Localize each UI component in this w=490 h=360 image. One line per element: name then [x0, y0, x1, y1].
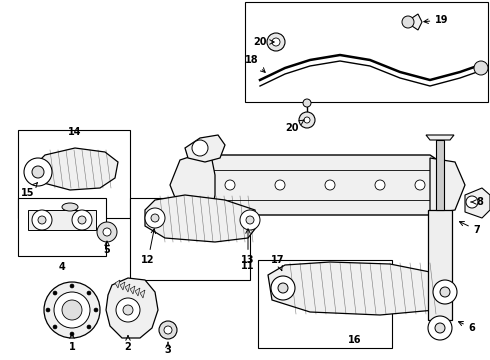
Text: 18: 18 — [245, 55, 265, 72]
Circle shape — [303, 99, 311, 107]
Circle shape — [267, 33, 285, 51]
Circle shape — [53, 291, 57, 295]
Bar — [130, 198, 250, 280]
Circle shape — [78, 216, 86, 224]
Circle shape — [32, 210, 52, 230]
Bar — [18, 130, 130, 218]
Circle shape — [240, 210, 260, 230]
Circle shape — [38, 216, 46, 224]
Circle shape — [32, 166, 44, 178]
Circle shape — [375, 180, 385, 190]
Circle shape — [54, 292, 90, 328]
Bar — [18, 198, 106, 256]
Circle shape — [325, 180, 335, 190]
Text: 16: 16 — [348, 335, 362, 345]
Circle shape — [428, 316, 452, 340]
Circle shape — [164, 326, 172, 334]
Circle shape — [97, 222, 117, 242]
Circle shape — [46, 308, 50, 312]
Bar — [245, 2, 488, 102]
Circle shape — [275, 180, 285, 190]
Polygon shape — [268, 262, 450, 315]
Text: 17: 17 — [271, 255, 285, 271]
Polygon shape — [430, 158, 465, 214]
Polygon shape — [412, 14, 422, 30]
Circle shape — [474, 61, 488, 75]
Circle shape — [440, 287, 450, 297]
Circle shape — [278, 283, 288, 293]
Circle shape — [159, 321, 177, 339]
Polygon shape — [465, 188, 490, 218]
Polygon shape — [145, 195, 258, 242]
Polygon shape — [120, 282, 125, 290]
Polygon shape — [125, 284, 130, 292]
Circle shape — [62, 300, 82, 320]
Circle shape — [435, 323, 445, 333]
Bar — [28, 210, 96, 230]
Text: 11: 11 — [241, 261, 255, 271]
Circle shape — [433, 280, 457, 304]
Polygon shape — [185, 135, 225, 162]
Polygon shape — [28, 148, 118, 190]
Polygon shape — [140, 290, 145, 298]
Polygon shape — [106, 278, 158, 338]
Polygon shape — [130, 286, 135, 294]
Circle shape — [272, 38, 280, 46]
Circle shape — [87, 291, 91, 295]
Polygon shape — [135, 288, 140, 296]
Text: 20: 20 — [253, 37, 274, 47]
Circle shape — [94, 308, 98, 312]
Circle shape — [271, 276, 295, 300]
Bar — [258, 260, 392, 348]
Text: 5: 5 — [103, 241, 110, 255]
Text: 4: 4 — [59, 262, 65, 272]
Circle shape — [145, 208, 165, 228]
Circle shape — [192, 140, 208, 156]
Text: 8: 8 — [471, 197, 484, 207]
Circle shape — [24, 158, 52, 186]
Text: 3: 3 — [165, 342, 172, 355]
Circle shape — [116, 298, 140, 322]
Circle shape — [415, 180, 425, 190]
Text: 9: 9 — [0, 359, 1, 360]
Polygon shape — [170, 150, 215, 220]
Polygon shape — [426, 135, 454, 140]
Ellipse shape — [62, 203, 78, 211]
Circle shape — [304, 117, 310, 123]
Text: 10: 10 — [0, 359, 1, 360]
Circle shape — [87, 325, 91, 329]
Text: 13: 13 — [241, 229, 255, 265]
Text: 19: 19 — [424, 15, 449, 25]
Circle shape — [70, 332, 74, 336]
Circle shape — [151, 214, 159, 222]
Polygon shape — [195, 155, 445, 215]
Circle shape — [246, 216, 254, 224]
Text: 14: 14 — [68, 127, 82, 137]
Text: 20: 20 — [285, 120, 304, 133]
Circle shape — [299, 112, 315, 128]
Circle shape — [466, 196, 478, 208]
Circle shape — [402, 16, 414, 28]
Text: 12: 12 — [141, 229, 155, 265]
Circle shape — [44, 282, 100, 338]
Text: 6: 6 — [459, 321, 475, 333]
Circle shape — [72, 210, 92, 230]
Text: 15: 15 — [21, 183, 37, 198]
Text: 7: 7 — [460, 221, 480, 235]
Circle shape — [123, 305, 133, 315]
Text: 2: 2 — [124, 336, 131, 352]
Text: 1: 1 — [69, 334, 75, 352]
Circle shape — [103, 228, 111, 236]
Circle shape — [53, 325, 57, 329]
Polygon shape — [115, 280, 120, 288]
Text: 9: 9 — [0, 359, 1, 360]
Circle shape — [225, 180, 235, 190]
Bar — [436, 140, 444, 210]
Circle shape — [70, 284, 74, 288]
Bar — [428, 210, 452, 320]
